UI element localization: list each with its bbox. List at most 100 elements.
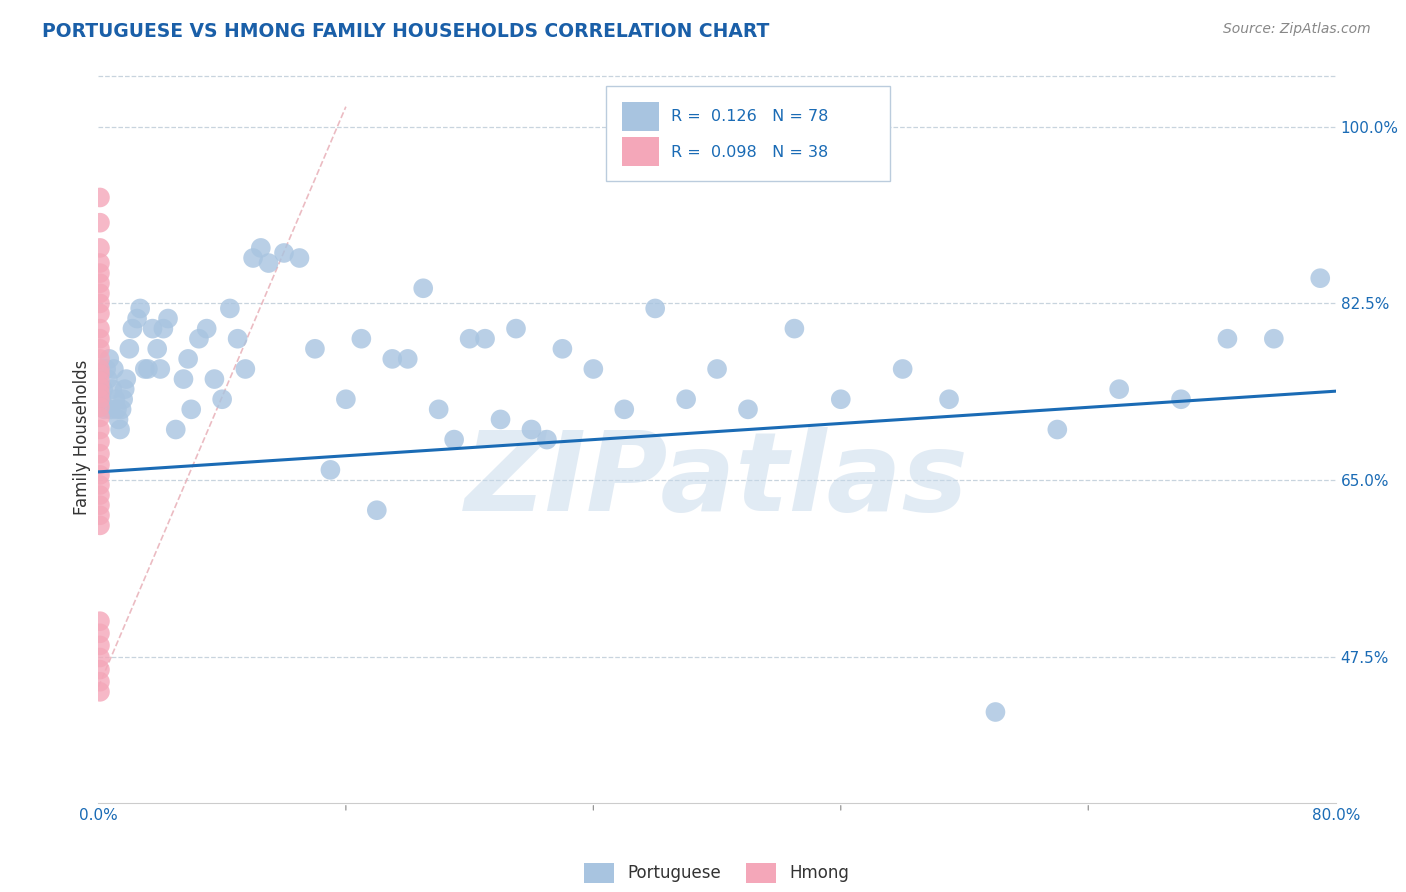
Point [107, 412, 129, 426]
Point [89, 488, 111, 502]
Point [737, 402, 759, 417]
Point [89, 362, 111, 376]
Point [984, 705, 1007, 719]
Point [89, 639, 111, 653]
Point [89, 321, 111, 335]
Point [103, 362, 125, 376]
Point [89, 685, 111, 699]
Point [783, 321, 806, 335]
Point [97, 372, 120, 386]
Point [489, 412, 512, 426]
Point [1108, 382, 1130, 396]
Point [443, 433, 465, 447]
Point [211, 392, 233, 407]
Point [127, 311, 149, 326]
Point [177, 351, 200, 366]
Point [233, 362, 257, 376]
Point [114, 382, 136, 396]
Point [242, 251, 264, 265]
Point [89, 190, 111, 204]
Point [582, 362, 605, 376]
Point [830, 392, 852, 407]
Point [89, 351, 111, 366]
Point [458, 332, 481, 346]
Point [427, 402, 450, 417]
Point [938, 392, 960, 407]
Point [90, 392, 112, 407]
Point [89, 266, 111, 280]
Point [226, 332, 249, 346]
Point [381, 351, 404, 366]
Point [180, 402, 202, 417]
Point [273, 246, 295, 260]
Point [1170, 392, 1192, 407]
Point [89, 374, 111, 388]
Point [706, 362, 728, 376]
Point [675, 392, 697, 407]
Point [412, 281, 434, 295]
Point [89, 674, 111, 689]
Point [257, 256, 280, 270]
Text: R =  0.126   N = 78: R = 0.126 N = 78 [671, 109, 828, 124]
Point [98, 351, 121, 366]
Point [89, 332, 111, 346]
Point [93, 402, 115, 417]
Point [551, 342, 574, 356]
Point [319, 463, 342, 477]
Point [89, 423, 111, 437]
Point [89, 386, 111, 401]
Point [89, 663, 111, 677]
Text: ZIPatlas: ZIPatlas [465, 427, 969, 534]
Point [536, 433, 558, 447]
Point [89, 392, 111, 407]
Point [1216, 332, 1239, 346]
Point [613, 402, 636, 417]
Point [1263, 332, 1285, 346]
Point [118, 342, 141, 356]
Point [89, 498, 111, 512]
Point [152, 321, 174, 335]
Point [89, 277, 111, 291]
Point [141, 321, 165, 335]
Point [89, 650, 111, 665]
Point [96, 362, 118, 376]
Point [89, 508, 111, 523]
Legend: Portuguese, Hmong: Portuguese, Hmong [578, 856, 856, 889]
Point [366, 503, 388, 517]
Y-axis label: Family Households: Family Households [73, 359, 91, 515]
Point [89, 241, 111, 255]
Point [157, 311, 180, 326]
Point [172, 372, 194, 386]
Point [112, 392, 135, 407]
Point [89, 256, 111, 270]
Point [129, 301, 152, 316]
Point [89, 434, 111, 449]
Point [89, 380, 111, 394]
Point [149, 362, 172, 376]
Point [91, 382, 114, 396]
Point [335, 392, 357, 407]
Point [219, 301, 242, 316]
Point [304, 342, 326, 356]
Point [89, 447, 111, 461]
Point [108, 423, 131, 437]
Point [89, 518, 111, 533]
Point [195, 321, 218, 335]
Point [396, 351, 419, 366]
Point [520, 423, 543, 437]
Point [89, 296, 111, 310]
Point [100, 402, 122, 417]
Point [204, 372, 226, 386]
Point [505, 321, 527, 335]
Point [89, 286, 111, 301]
Point [146, 342, 169, 356]
Point [89, 401, 111, 415]
Point [89, 467, 111, 482]
Point [89, 306, 111, 320]
Point [250, 241, 273, 255]
Point [134, 362, 156, 376]
Point [111, 402, 132, 417]
Point [1046, 423, 1069, 437]
Text: R =  0.098   N = 38: R = 0.098 N = 38 [671, 145, 828, 160]
Point [104, 392, 127, 407]
